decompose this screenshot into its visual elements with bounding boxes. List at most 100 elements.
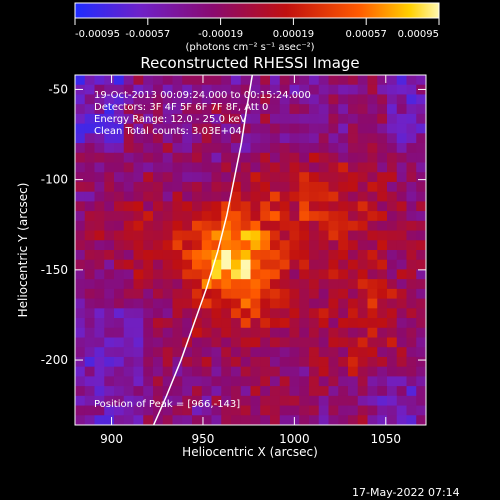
heatmap-cell [104, 181, 115, 193]
heatmap-cell [328, 172, 339, 183]
heatmap-cell [182, 94, 193, 105]
heatmap-cell [309, 259, 320, 271]
heatmap-cell [94, 318, 105, 329]
heatmap-cell [221, 162, 232, 173]
heatmap-cell [75, 123, 86, 134]
heatmap-cell [104, 211, 115, 222]
heatmap-cell [416, 356, 426, 368]
heatmap-cell [104, 279, 115, 290]
heatmap-cell [104, 269, 115, 280]
heatmap-cell [309, 308, 320, 319]
heatmap-cell [250, 318, 261, 329]
heatmap-cell [182, 356, 193, 368]
heatmap-cell [84, 318, 96, 329]
heatmap-cell [114, 415, 125, 425]
heatmap-cell [182, 220, 193, 232]
heatmap-cell [240, 250, 252, 261]
heatmap-cell [406, 386, 417, 397]
heatmap-cell [123, 181, 135, 193]
heatmap-cell [133, 250, 144, 261]
heatmap-cell [367, 298, 378, 309]
heatmap-cell [231, 405, 242, 416]
heatmap-cell [348, 288, 359, 300]
heatmap-cell [318, 347, 330, 358]
heatmap-cell [396, 395, 408, 407]
heatmap-cell [318, 240, 330, 251]
heatmap-cell [123, 395, 135, 407]
heatmap-cell [231, 211, 242, 222]
heatmap-cell [357, 94, 369, 105]
heatmap-cell [153, 366, 164, 377]
heatmap-cell [182, 75, 193, 86]
heatmap-cell [328, 143, 339, 154]
heatmap-cell [338, 220, 349, 232]
heatmap-cell [299, 240, 310, 251]
heatmap-cell [114, 337, 125, 348]
heatmap-cell [123, 415, 135, 425]
heatmap-cell [348, 181, 359, 193]
heatmap-cell [84, 172, 96, 183]
heatmap-cell [240, 162, 252, 173]
heatmap-cell [231, 123, 242, 134]
heatmap-cell [172, 337, 183, 348]
heatmap-cell [182, 405, 193, 416]
heatmap-cell [387, 366, 398, 377]
heatmap-cell [240, 327, 252, 339]
heatmap-cell [172, 347, 183, 358]
annotation-energy-range: Energy Range: 12.0 - 25.0 keV [94, 114, 247, 125]
heatmap-cell [338, 123, 349, 134]
heatmap-cell [377, 123, 388, 134]
heatmap-cell [309, 366, 320, 377]
heatmap-cell [260, 298, 271, 309]
heatmap-cell [406, 123, 417, 134]
heatmap-cell [192, 230, 203, 241]
heatmap-cell [153, 211, 164, 222]
heatmap-cell [75, 230, 86, 241]
y-axis-tick-label: -150 [41, 263, 68, 277]
heatmap-cell [221, 143, 232, 154]
heatmap-cell [94, 84, 105, 96]
heatmap-cell [338, 347, 349, 358]
heatmap-cell [133, 191, 144, 202]
heatmap-cell [367, 347, 378, 358]
heatmap-cell [84, 250, 96, 261]
heatmap-cell [221, 84, 232, 96]
heatmap-cell [143, 356, 154, 368]
heatmap-cell [211, 240, 222, 251]
heatmap-cell [270, 211, 281, 222]
heatmap-cell [211, 356, 222, 368]
heatmap-cell [338, 337, 349, 348]
heatmap-cell [162, 376, 174, 387]
heatmap-cell [143, 211, 154, 222]
heatmap-cell [75, 113, 86, 125]
heatmap-cell [162, 143, 174, 154]
heatmap-cell [338, 211, 349, 222]
heatmap-cell [231, 240, 242, 251]
heatmap-cell [289, 113, 300, 125]
heatmap-cell [367, 327, 378, 339]
heatmap-cell [84, 259, 96, 271]
heatmap-cell [377, 75, 388, 86]
heatmap-cell [279, 366, 291, 377]
heatmap-cell [182, 172, 193, 183]
heatmap-cell [387, 269, 398, 280]
heatmap-cell [318, 356, 330, 368]
heatmap-cell [84, 386, 96, 397]
heatmap-cell [406, 172, 417, 183]
heatmap-cell [114, 75, 125, 86]
heatmap-cell [75, 405, 86, 416]
heatmap-cell [299, 94, 310, 105]
heatmap-cell [406, 405, 417, 416]
heatmap-cell [201, 230, 213, 241]
heatmap-cell [338, 395, 349, 407]
colorbar-label: (photons cm⁻² s⁻¹ asec⁻²) [185, 42, 314, 53]
heatmap-cell [406, 279, 417, 290]
heatmap-cell [201, 376, 213, 387]
heatmap-cell [221, 104, 232, 115]
heatmap-cell [221, 230, 232, 241]
heatmap-cell [153, 133, 164, 144]
heatmap-cell [279, 288, 291, 300]
heatmap-cell [289, 356, 300, 368]
heatmap-cell [240, 259, 252, 271]
heatmap-cell [396, 386, 408, 397]
